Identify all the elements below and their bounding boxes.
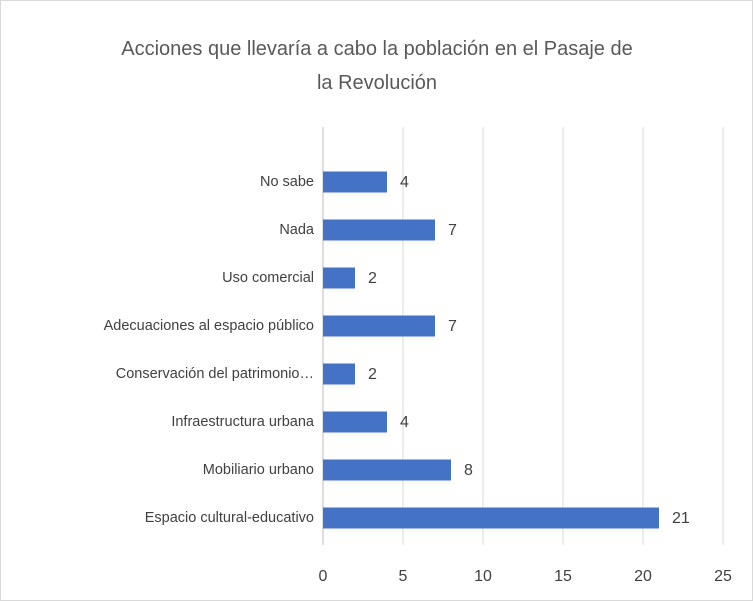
chart-title: Acciones que llevaría a cabo la població… [121, 38, 633, 94]
x-tick-label: 15 [554, 568, 572, 585]
y-tick-label: Conservación del patrimonio… [116, 366, 314, 382]
data-label: 4 [400, 414, 409, 431]
data-label: 21 [672, 510, 690, 527]
y-tick-label: Nada [279, 222, 315, 238]
data-label: 7 [448, 222, 457, 239]
x-tick-label: 20 [634, 568, 652, 585]
data-label: 8 [464, 462, 473, 479]
bar [323, 363, 355, 385]
data-label: 2 [368, 270, 377, 287]
data-label: 7 [448, 318, 457, 335]
bar [323, 411, 387, 433]
bar [323, 171, 387, 193]
y-tick-label: Infraestructura urbana [171, 414, 315, 430]
x-tick-label: 10 [474, 568, 492, 585]
bar [323, 459, 451, 481]
bar [323, 267, 355, 289]
y-tick-label: Espacio cultural-educativo [145, 510, 314, 526]
data-label: 2 [368, 366, 377, 383]
bar [323, 315, 435, 337]
y-tick-label: Uso comercial [222, 270, 314, 286]
x-tick-label: 0 [319, 568, 328, 585]
y-tick-label: No sabe [260, 174, 314, 190]
data-label: 4 [400, 174, 409, 191]
bar [323, 219, 435, 241]
bar [323, 507, 659, 529]
x-tick-label: 25 [714, 568, 732, 585]
y-tick-label: Adecuaciones al espacio público [104, 318, 314, 334]
y-tick-label: Mobiliario urbano [203, 462, 314, 478]
x-tick-label: 5 [399, 568, 408, 585]
